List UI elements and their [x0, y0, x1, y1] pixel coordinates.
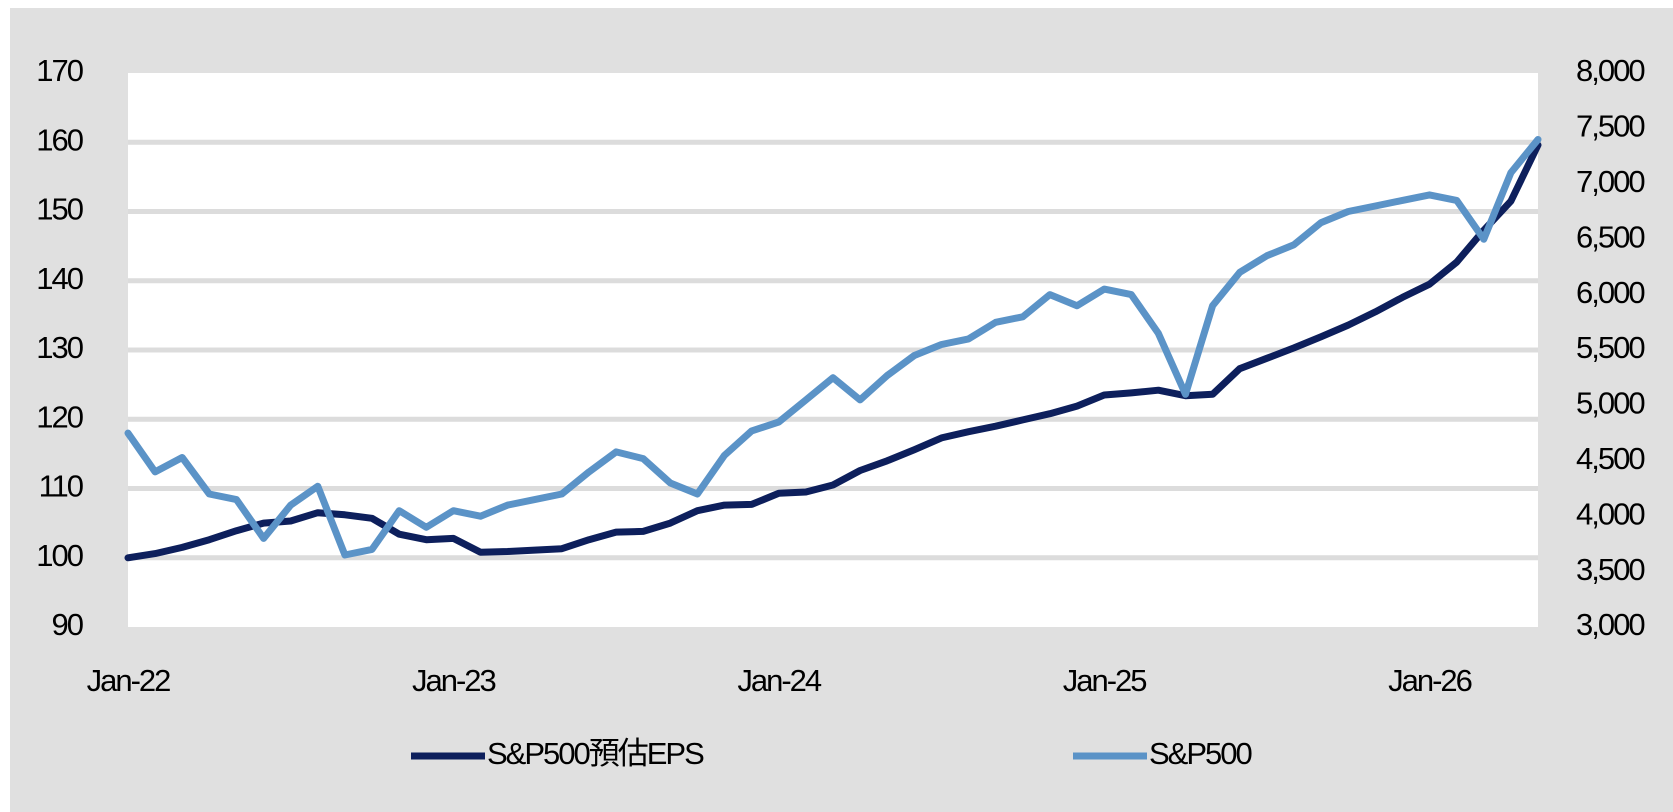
legend-label: S&P500預估EPS [487, 736, 704, 771]
y2-tick-label: 6,000 [1576, 275, 1645, 310]
y-tick-label: 100 [36, 538, 83, 573]
x-tick-label: Jan-25 [1063, 663, 1147, 698]
y-tick-label: 170 [36, 53, 83, 88]
y2-tick-label: 5,500 [1576, 330, 1645, 365]
y-tick-label: 110 [39, 469, 84, 504]
y-tick-label: 130 [36, 330, 83, 365]
x-tick-label: Jan-24 [737, 663, 822, 698]
series-line [124, 136, 1542, 559]
series-line [124, 141, 1542, 562]
y-tick-label: 120 [36, 399, 83, 434]
y-tick-label: 90 [52, 607, 84, 642]
y-tick-label: 160 [36, 122, 83, 157]
x-tick-label: Jan-22 [87, 663, 171, 698]
y2-tick-label: 5,000 [1576, 386, 1645, 421]
y2-tick-label: 6,500 [1576, 219, 1645, 254]
y2-tick-label: 4,000 [1576, 496, 1645, 531]
y2-tick-label: 4,500 [1576, 441, 1645, 476]
x-tick-label: Jan-23 [412, 663, 496, 698]
legend-label: S&P500 [1149, 736, 1253, 771]
y2-tick-label: 3,000 [1576, 607, 1645, 642]
y2-tick-label: 3,500 [1576, 552, 1645, 587]
y2-tick-label: 7,000 [1576, 164, 1645, 199]
x-tick-label: Jan-26 [1388, 663, 1472, 698]
y2-tick-label: 7,500 [1576, 109, 1645, 144]
y-tick-label: 150 [36, 192, 83, 227]
y-tick-label: 140 [36, 261, 83, 296]
y2-tick-label: 8,000 [1576, 53, 1645, 88]
